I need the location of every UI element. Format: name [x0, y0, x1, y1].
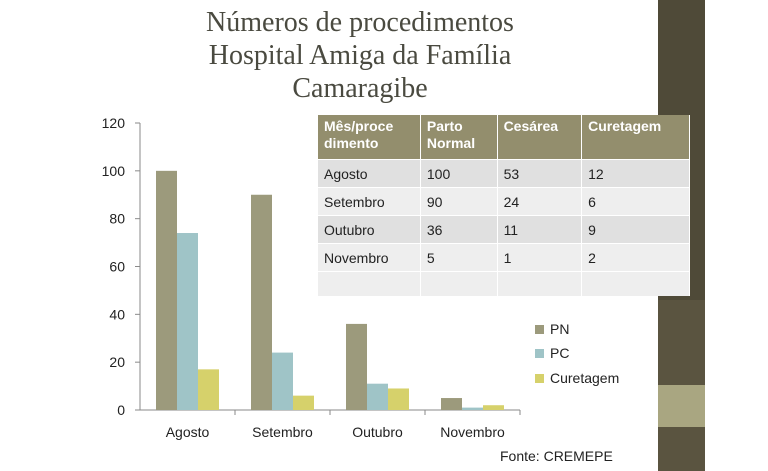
bar-pc-outubro: [367, 383, 388, 410]
table-cell: 2: [581, 243, 690, 272]
title-line-3: Camaragibe: [292, 73, 428, 104]
bar-curetagem-setembro: [293, 395, 314, 410]
y-tick-label: 20: [109, 354, 125, 370]
bar-pn-novembro: [441, 398, 462, 410]
x-tick-label: Agosto: [166, 424, 210, 440]
table-cell: 53: [497, 159, 583, 188]
decorative-band-middle: [658, 300, 705, 385]
decorative-band-accent: [658, 385, 705, 427]
table-padding-row: [318, 271, 690, 296]
table-cell: 12: [581, 159, 690, 188]
x-tick-label: Outubro: [352, 424, 403, 440]
table-cell: 6: [581, 187, 690, 216]
legend-swatch-curetagem: [535, 374, 544, 383]
table-cell: Outubro: [318, 215, 421, 244]
x-tick-label: Setembro: [252, 424, 313, 440]
table-cell: 100: [420, 159, 498, 188]
table-cell: Novembro: [318, 243, 421, 272]
bar-pc-setembro: [272, 352, 293, 410]
header-normal-line-2: Normal: [426, 135, 476, 151]
table-cell: 1: [497, 243, 583, 272]
legend-swatch-pc: [535, 349, 544, 358]
bar-pn-outubro: [346, 323, 367, 410]
table-cell: 5: [420, 243, 498, 272]
bar-curetagem-agosto: [198, 369, 219, 410]
table-cell-empty: [318, 271, 421, 296]
table-row: Novembro 5 1 2: [318, 243, 690, 272]
slide-title: Números de procedimentos Hospital Amiga …: [140, 6, 580, 105]
bar-pn-setembro: [251, 194, 272, 410]
left-margin: [0, 0, 65, 471]
y-tick-label: 0: [117, 402, 125, 418]
table-header-row: Mês/proce dimento Parto Normal Cesárea Cur…: [318, 115, 690, 160]
header-cesarean: Cesárea: [497, 115, 583, 160]
table-cell: Agosto: [318, 159, 421, 188]
x-tick-label: Novembro: [440, 424, 505, 440]
header-normal-birth: Parto Normal: [420, 115, 498, 160]
source-note: Fonte: CREMEPE: [500, 448, 613, 464]
table-row: Setembro 90 24 6: [318, 187, 690, 216]
legend-label-pn: PN: [550, 321, 569, 337]
decorative-band-bottom: [658, 427, 705, 471]
right-margin: [705, 0, 768, 471]
y-tick-label: 60: [109, 259, 125, 275]
bar-pc-novembro: [462, 407, 483, 410]
header-month-line-1: Mês/proce: [324, 118, 394, 134]
bar-curetagem-outubro: [388, 388, 409, 410]
legend-swatch-pn: [535, 325, 544, 334]
bar-pn-agosto: [156, 170, 177, 410]
table-cell-empty: [581, 271, 690, 296]
y-tick-label: 100: [102, 163, 126, 179]
table-cell: 90: [420, 187, 498, 216]
title-line-1: Números de procedimentos: [206, 7, 514, 38]
procedures-table: Mês/proce dimento Parto Normal Cesárea Cur…: [318, 115, 690, 296]
table-cell-empty: [497, 271, 583, 296]
table-row: Agosto 100 53 12: [318, 159, 690, 188]
bar-pc-agosto: [177, 233, 198, 410]
title-line-2: Hospital Amiga da Família: [208, 40, 512, 71]
y-tick-label: 80: [109, 211, 125, 227]
table-row: Outubro 36 11 9: [318, 215, 690, 244]
header-month-line-2: dimento: [324, 135, 379, 151]
y-tick-label: 120: [102, 115, 126, 131]
table-cell: 11: [497, 215, 583, 244]
table-cell: Setembro: [318, 187, 421, 216]
table-cell: 36: [420, 215, 498, 244]
y-tick-label: 40: [109, 306, 125, 322]
bar-curetagem-novembro: [483, 405, 504, 410]
legend-label-pc: PC: [550, 345, 569, 361]
table-cell: 9: [581, 215, 690, 244]
header-month: Mês/proce dimento: [318, 115, 421, 160]
legend-label-curetagem: Curetagem: [550, 370, 619, 386]
table-cell-empty: [420, 271, 498, 296]
table-cell: 24: [497, 187, 583, 216]
header-curettage: Curetagem: [581, 115, 690, 160]
header-normal-line-1: Parto: [426, 118, 463, 134]
